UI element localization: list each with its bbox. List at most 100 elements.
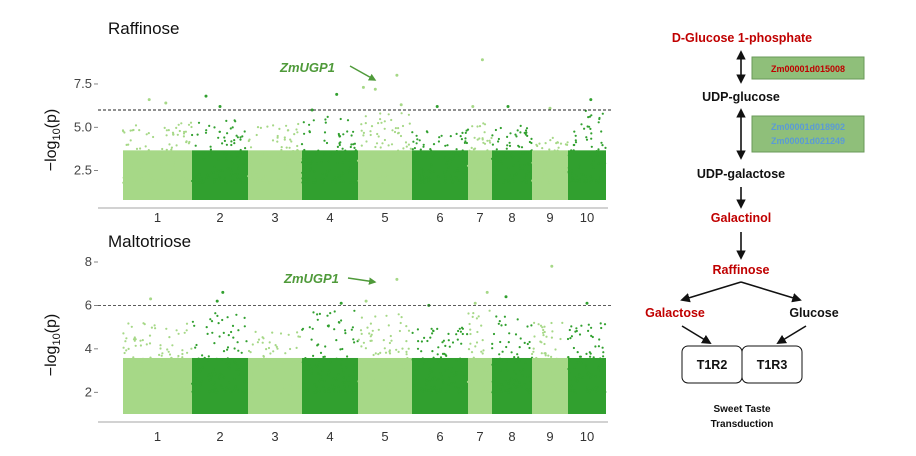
maltotriose-snp-point — [543, 342, 546, 346]
raffinose-snp-point — [519, 164, 522, 167]
maltotriose-snp-point — [503, 315, 506, 318]
maltotriose-snp-point — [151, 387, 155, 390]
raffinose-snp-point — [419, 148, 422, 151]
maltotriose-snp-point — [450, 367, 453, 370]
raffinose-snp-point — [412, 140, 415, 143]
raffinose-snp-point — [383, 177, 386, 180]
maltotriose-snp-point — [344, 329, 347, 332]
maltotriose-snp-point — [221, 374, 224, 378]
maltotriose-snp-point — [354, 375, 357, 378]
maltotriose-snp-point — [143, 389, 146, 392]
raffinose-snp-point — [595, 150, 598, 153]
maltotriose-snp-point — [550, 375, 553, 378]
raffinose-snp-point — [488, 164, 491, 167]
maltotriose-snp-point — [274, 344, 277, 347]
raffinose-snp-point — [409, 165, 412, 168]
maltotriose-snp-point — [255, 388, 258, 391]
maltotriose-snp-point — [141, 357, 145, 360]
raffinose-snp-point — [156, 160, 159, 163]
maltotriose-snp-point — [361, 362, 364, 366]
raffinose-snp-point — [595, 179, 598, 182]
maltotriose-snp-point — [210, 320, 214, 323]
raffinose-snp-point — [379, 146, 382, 149]
maltotriose-snp-point — [591, 335, 594, 339]
maltotriose-snp-point — [142, 362, 145, 365]
maltotriose-snp-point — [423, 378, 426, 381]
raffinose-snp-point — [401, 166, 404, 169]
maltotriose-snp-point — [307, 386, 310, 389]
maltotriose-snp-point — [543, 383, 547, 386]
maltotriose-snp-point — [147, 386, 150, 389]
raffinose-snp-point — [391, 181, 394, 184]
maltotriose-snp-point — [163, 360, 166, 363]
maltotriose-snp-point — [389, 379, 392, 382]
maltotriose-snp-point — [590, 326, 593, 329]
raffinose-snp-point — [125, 175, 129, 178]
raffinose-chr8-band — [492, 150, 532, 200]
maltotriose-snp-point — [499, 388, 502, 391]
maltotriose-snp-point — [181, 349, 184, 352]
raffinose-snp-point — [604, 146, 607, 149]
raffinose-snp-point — [235, 134, 238, 137]
maltotriose-snp-point — [410, 379, 413, 382]
maltotriose-snp-point — [436, 379, 439, 382]
raffinose-snp-point — [274, 161, 277, 165]
raffinose-snp-point — [468, 149, 471, 152]
maltotriose-snp-point — [254, 330, 257, 333]
maltotriose-snp-point — [521, 374, 524, 377]
raffinose-snp-point — [209, 148, 212, 151]
raffinose-snp-point — [400, 158, 403, 161]
maltotriose-snp-point — [306, 389, 309, 392]
raffinose-snp-point — [158, 167, 162, 170]
gene-box-ugp1 — [751, 56, 865, 80]
maltotriose-snp-point — [493, 362, 497, 365]
raffinose-snp-point — [175, 126, 178, 129]
raffinose-snp-point — [499, 160, 502, 163]
raffinose-snp-point — [288, 174, 291, 177]
maltotriose-snp-point — [504, 389, 507, 392]
maltotriose-snp-point — [447, 339, 450, 342]
maltotriose-snp-point — [328, 387, 331, 390]
maltotriose-snp-point — [523, 383, 526, 386]
raffinose-snp-point — [182, 175, 185, 178]
raffinose-snp-point — [599, 177, 602, 180]
maltotriose-snp-point — [167, 350, 170, 353]
caption-line-1: Sweet Taste — [713, 404, 770, 415]
maltotriose-snp-point — [281, 364, 284, 367]
maltotriose-snp-point — [159, 344, 162, 347]
maltotriose-snp-point — [276, 390, 279, 393]
maltotriose-snp-point — [284, 352, 287, 355]
maltotriose-snp-point — [315, 389, 318, 392]
raffinose-snp-point — [363, 167, 366, 171]
receptor-t1r3-box — [741, 345, 803, 384]
maltotriose-snp-point — [469, 384, 472, 387]
raffinose-snp-point — [572, 143, 575, 147]
maltotriose-snp-point — [137, 360, 140, 363]
maltotriose-snp-point — [482, 388, 485, 391]
maltotriose-snp-point — [526, 342, 529, 346]
raffinose-snp-point — [573, 130, 576, 133]
raffinose-snp-point — [387, 181, 390, 184]
maltotriose-snp-point — [275, 383, 278, 386]
maltotriose-snp-point — [348, 381, 351, 384]
raffinose-snp-point — [588, 115, 592, 118]
raffinose-snp-point — [136, 177, 139, 180]
maltotriose-snp-point — [537, 380, 541, 383]
maltotriose-snp-point — [344, 332, 347, 335]
raffinose-snp-point — [603, 169, 606, 172]
maltotriose-snp-point — [387, 324, 390, 327]
raffinose-snp-point — [183, 130, 186, 133]
raffinose-snp-point — [351, 170, 354, 173]
raffinose-snp-point — [239, 148, 242, 152]
maltotriose-snp-point — [455, 333, 458, 336]
raffinose-snp-point — [359, 168, 363, 171]
raffinose-snp-point — [507, 179, 510, 182]
raffinose-snp-point — [280, 146, 283, 149]
raffinose-snp-point — [381, 161, 384, 164]
raffinose-snp-point — [369, 133, 372, 137]
raffinose-snp-point — [160, 165, 163, 168]
node-galactose: Galactose — [645, 306, 705, 320]
maltotriose-snp-point — [193, 324, 196, 327]
maltotriose-snp-point — [431, 389, 434, 392]
raffinose-snp-point — [197, 177, 200, 181]
